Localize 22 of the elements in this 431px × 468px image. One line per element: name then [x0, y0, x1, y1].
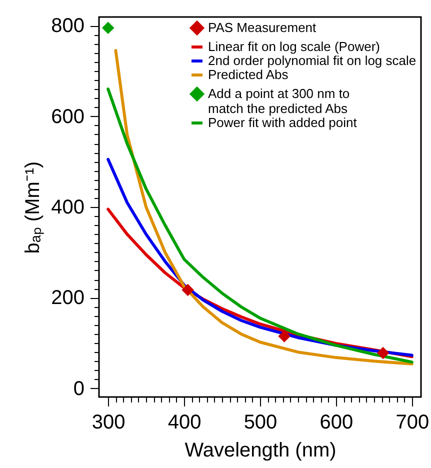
legend-label: Linear fit on log scale (Power) — [208, 39, 380, 54]
legend-label: PAS Measurement — [208, 20, 317, 35]
x-axis-title: Wavelength (nm) — [184, 440, 336, 462]
point — [278, 330, 290, 342]
legend-label: Add a point at 300 nm to match the predicted Abs — [208, 86, 350, 116]
x-tick-label: 600 — [320, 412, 354, 434]
point — [102, 22, 114, 34]
y-tick-label: 800 — [51, 15, 84, 38]
y-tick-label: 600 — [51, 106, 84, 128]
x-tick-label: 400 — [168, 412, 202, 434]
y-tick-label: 200 — [51, 287, 84, 310]
y-tick-label: 400 — [51, 196, 84, 218]
legend-label: Power fit with added point — [208, 115, 358, 130]
point — [182, 284, 194, 296]
x-tick-label: 700 — [396, 412, 430, 434]
x-tick-label: 500 — [244, 412, 278, 434]
point — [376, 346, 390, 360]
legend-label: 2nd order polynomial fit on log scale — [208, 53, 416, 68]
x-tick-label: 300 — [92, 412, 126, 434]
y-tick-label: 0 — [73, 378, 84, 400]
legend-label: Predicted Abs — [208, 67, 289, 82]
y-axis-title: bₐₚ (Mm⁻¹) — [22, 161, 44, 254]
